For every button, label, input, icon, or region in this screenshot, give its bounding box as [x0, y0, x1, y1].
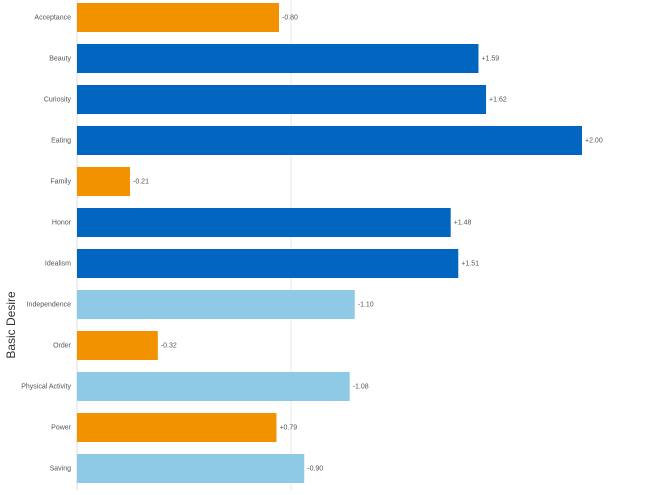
bar	[77, 331, 158, 360]
bar	[77, 454, 305, 483]
value-label: +1.48	[454, 219, 472, 226]
y-tick-label: Family	[50, 178, 71, 185]
y-tick-label: Acceptance	[34, 14, 71, 21]
bar	[77, 290, 355, 319]
value-label: -0.21	[133, 178, 149, 185]
y-tick-label: Idealism	[45, 260, 71, 267]
bar	[77, 85, 487, 114]
bar	[77, 372, 350, 401]
y-tick-label: Power	[51, 424, 72, 431]
value-label: +0.79	[279, 424, 297, 431]
value-label: +1.62	[489, 96, 507, 103]
value-label: +1.51	[461, 260, 479, 267]
y-tick-label: Physical Activity	[21, 383, 71, 390]
value-label: -0.80	[282, 14, 298, 21]
y-tick-label: Curiosity	[44, 96, 72, 103]
bar	[77, 249, 459, 278]
y-tick-label: Honor	[52, 219, 72, 226]
value-label: -1.10	[358, 301, 374, 308]
y-tick-label: Order	[53, 342, 72, 349]
value-label: -0.90	[307, 465, 323, 472]
bar	[77, 167, 131, 196]
y-axis-label: Basic Desire	[4, 291, 18, 359]
bar	[77, 3, 279, 32]
bar	[77, 413, 277, 442]
y-tick-label: Beauty	[49, 55, 71, 62]
bar	[77, 126, 582, 155]
value-label: +1.59	[481, 55, 499, 62]
value-label: -0.32	[161, 342, 177, 349]
value-label: +2.00	[585, 137, 603, 144]
bar	[77, 208, 451, 237]
y-tick-label: Independence	[27, 301, 71, 308]
y-tick-label: Eating	[51, 137, 71, 144]
y-tick-label: Saving	[50, 465, 72, 472]
bar	[77, 44, 479, 73]
value-label: -1.08	[353, 383, 369, 390]
